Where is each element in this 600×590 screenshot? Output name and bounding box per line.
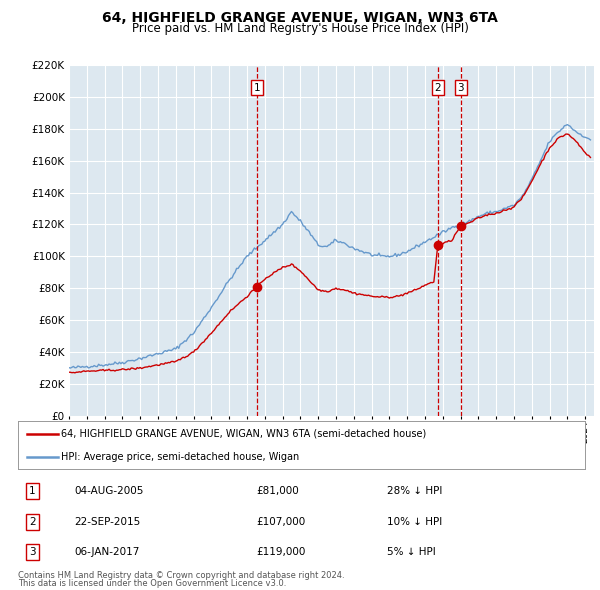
- Text: 10% ↓ HPI: 10% ↓ HPI: [386, 517, 442, 527]
- Text: HPI: Average price, semi-detached house, Wigan: HPI: Average price, semi-detached house,…: [61, 452, 299, 462]
- Text: 2: 2: [434, 83, 441, 93]
- Text: £81,000: £81,000: [256, 486, 299, 496]
- Text: This data is licensed under the Open Government Licence v3.0.: This data is licensed under the Open Gov…: [18, 579, 286, 588]
- Text: £107,000: £107,000: [256, 517, 305, 527]
- Text: 2: 2: [29, 517, 35, 527]
- Text: 5% ↓ HPI: 5% ↓ HPI: [386, 548, 436, 558]
- Text: 64, HIGHFIELD GRANGE AVENUE, WIGAN, WN3 6TA (semi-detached house): 64, HIGHFIELD GRANGE AVENUE, WIGAN, WN3 …: [61, 429, 426, 439]
- Text: 04-AUG-2005: 04-AUG-2005: [75, 486, 144, 496]
- Text: 28% ↓ HPI: 28% ↓ HPI: [386, 486, 442, 496]
- Text: 06-JAN-2017: 06-JAN-2017: [75, 548, 140, 558]
- Text: Contains HM Land Registry data © Crown copyright and database right 2024.: Contains HM Land Registry data © Crown c…: [18, 571, 344, 579]
- Text: 1: 1: [254, 83, 260, 93]
- Text: 64, HIGHFIELD GRANGE AVENUE, WIGAN, WN3 6TA: 64, HIGHFIELD GRANGE AVENUE, WIGAN, WN3 …: [102, 11, 498, 25]
- Text: £119,000: £119,000: [256, 548, 305, 558]
- Text: 3: 3: [457, 83, 464, 93]
- Text: Price paid vs. HM Land Registry's House Price Index (HPI): Price paid vs. HM Land Registry's House …: [131, 22, 469, 35]
- Text: 1: 1: [29, 486, 35, 496]
- Text: 22-SEP-2015: 22-SEP-2015: [75, 517, 141, 527]
- Text: 3: 3: [29, 548, 35, 558]
